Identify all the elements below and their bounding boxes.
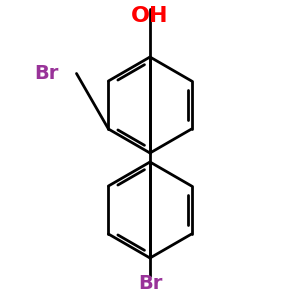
Text: Br: Br xyxy=(138,274,162,293)
Text: Br: Br xyxy=(34,64,58,83)
Text: OH: OH xyxy=(131,7,169,26)
